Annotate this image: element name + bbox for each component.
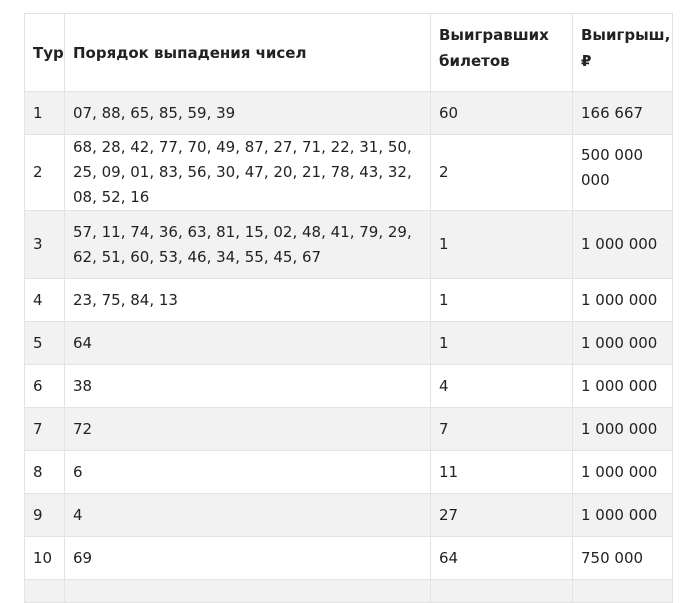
cell-empty — [572, 579, 673, 603]
table-row: 8 6 11 1 000 000 — [24, 450, 673, 494]
cell-prize: 1 000 000 — [572, 493, 673, 537]
cell-prize: 1 000 000 — [572, 364, 673, 408]
cell-winners: 4 — [430, 364, 573, 408]
cell-order: 6 — [64, 450, 431, 494]
cell-prize: 166 667 — [572, 91, 673, 135]
header-prize: Выигрыш, ₽ — [572, 13, 673, 92]
cell-order: 23, 75, 84, 13 — [64, 278, 431, 322]
cell-order: 07, 88, 65, 85, 59, 39 — [64, 91, 431, 135]
cell-empty — [64, 579, 431, 603]
cell-winners: 11 — [430, 450, 573, 494]
table-row-partial — [24, 579, 673, 603]
table-row: 1 07, 88, 65, 85, 59, 39 60 166 667 — [24, 91, 673, 135]
table-row: 4 23, 75, 84, 13 1 1 000 000 — [24, 278, 673, 322]
cell-prize: 1 000 000 — [572, 278, 673, 322]
cell-winners: 60 — [430, 91, 573, 135]
cell-winners: 2 — [430, 134, 573, 211]
table-header: Тур Порядок выпадения чисел Выигравших б… — [24, 13, 673, 92]
header-row: Тур Порядок выпадения чисел Выигравших б… — [24, 13, 673, 92]
results-table-container: Тур Порядок выпадения чисел Выигравших б… — [24, 13, 673, 603]
cell-tour: 4 — [24, 278, 65, 322]
cell-winners: 7 — [430, 407, 573, 451]
cell-tour: 9 — [24, 493, 65, 537]
cell-prize: 1 000 000 — [572, 210, 673, 279]
table-row: 2 68, 28, 42, 77, 70, 49, 87, 27, 71, 22… — [24, 134, 673, 211]
cell-prize: 1 000 000 — [572, 321, 673, 365]
table-row: 10 69 64 750 000 — [24, 536, 673, 580]
cell-order: 4 — [64, 493, 431, 537]
table-row: 5 64 1 1 000 000 — [24, 321, 673, 365]
cell-prize: 1 000 000 — [572, 450, 673, 494]
header-winners: Выигравших билетов — [430, 13, 573, 92]
cell-order: 64 — [64, 321, 431, 365]
lottery-results-table: Тур Порядок выпадения чисел Выигравших б… — [24, 13, 673, 603]
cell-tour: 5 — [24, 321, 65, 365]
cell-order: 38 — [64, 364, 431, 408]
cell-prize: 1 000 000 — [572, 407, 673, 451]
cell-order: 57, 11, 74, 36, 63, 81, 15, 02, 48, 41, … — [64, 210, 431, 279]
cell-winners: 64 — [430, 536, 573, 580]
cell-order: 72 — [64, 407, 431, 451]
cell-tour: 1 — [24, 91, 65, 135]
cell-tour: 6 — [24, 364, 65, 408]
table-row: 9 4 27 1 000 000 — [24, 493, 673, 537]
cell-tour: 3 — [24, 210, 65, 279]
cell-tour: 10 — [24, 536, 65, 580]
cell-tour: 8 — [24, 450, 65, 494]
cell-tour: 7 — [24, 407, 65, 451]
header-order: Порядок выпадения чисел — [64, 13, 431, 92]
cell-tour: 2 — [24, 134, 65, 211]
table-row: 7 72 7 1 000 000 — [24, 407, 673, 451]
cell-winners: 1 — [430, 278, 573, 322]
cell-winners: 1 — [430, 321, 573, 365]
cell-empty — [430, 579, 573, 603]
header-tour: Тур — [24, 13, 65, 92]
table-body: 1 07, 88, 65, 85, 59, 39 60 166 667 2 68… — [24, 91, 673, 603]
cell-winners: 27 — [430, 493, 573, 537]
cell-empty — [24, 579, 65, 603]
cell-prize: 500 000 000 — [572, 134, 673, 211]
table-row: 3 57, 11, 74, 36, 63, 81, 15, 02, 48, 41… — [24, 210, 673, 279]
cell-order: 68, 28, 42, 77, 70, 49, 87, 27, 71, 22, … — [64, 134, 431, 211]
cell-order: 69 — [64, 536, 431, 580]
cell-prize: 750 000 — [572, 536, 673, 580]
cell-winners: 1 — [430, 210, 573, 279]
table-row: 6 38 4 1 000 000 — [24, 364, 673, 408]
